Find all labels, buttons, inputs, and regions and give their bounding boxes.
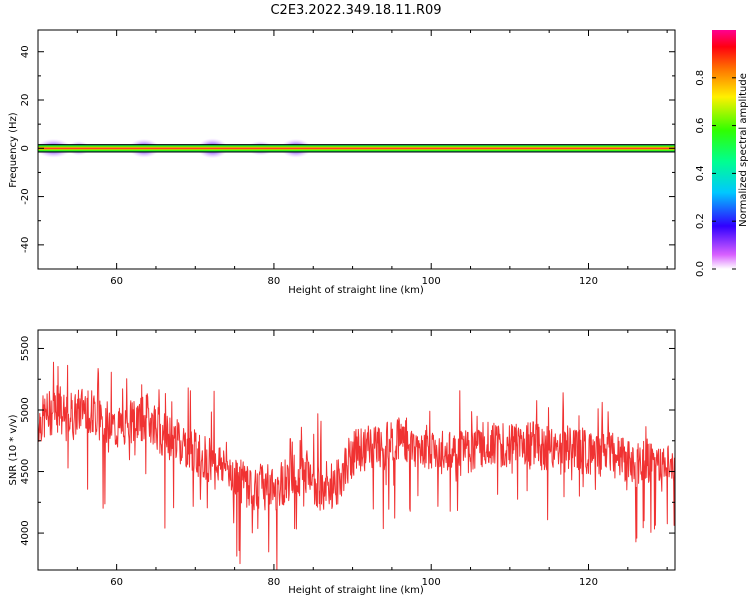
colorbar-gradient <box>712 30 736 269</box>
colorbar-tick-label: 0.6 <box>695 118 706 134</box>
spectrogram-frame <box>37 29 676 270</box>
snr-y-axis-label: SNR (10 * v/v) <box>8 414 19 485</box>
snr-x-tick-label: 60 <box>110 577 123 588</box>
colorbar-tick-label: 0.2 <box>695 213 706 229</box>
colorbar-ticks: 0.0 0.2 0.4 0.6 0.8 <box>695 70 736 277</box>
colorbar-tick-label: 0.0 <box>695 261 706 277</box>
colorbar-tick-label: 0.4 <box>695 165 706 181</box>
spectrogram-ticks: 60 80 100 120 40 20 0 -20 -40 <box>20 30 675 287</box>
spectrogram-y-axis-label: Frequency (Hz) <box>8 112 19 188</box>
spectrogram-y-tick-label: -20 <box>20 188 31 204</box>
spectrogram-x-tick-label: 60 <box>110 276 123 287</box>
spectrogram-x-tick-label: 80 <box>268 276 281 287</box>
snr-frame <box>37 329 676 571</box>
colorbar-label: Normalized spectral amplitude <box>738 73 749 227</box>
figure-title: C2E3.2022.349.18.11.R09 <box>270 3 441 18</box>
spectrogram-panel: 60 80 100 120 40 20 0 -20 -40 Height of straight… <box>8 29 676 296</box>
spectrogram-zero-band <box>38 144 675 152</box>
snr-x-tick-label: 120 <box>579 577 598 588</box>
snr-panel: 60 80 100 120 4000 4500 5000 5500 Height of str… <box>8 329 676 596</box>
snr-x-tick-label: 80 <box>268 577 281 588</box>
spectrogram-x-axis-label: Height of straight line (km) <box>288 285 424 296</box>
snr-y-tick-label: 4000 <box>20 520 31 545</box>
colorbar-tick-label: 0.8 <box>695 70 706 86</box>
snr-x-axis-label: Height of straight line (km) <box>288 585 424 596</box>
snr-y-tick-label: 5500 <box>20 336 31 361</box>
spectrogram-x-tick-label: 100 <box>422 276 441 287</box>
snr-series-line <box>38 361 675 570</box>
spectrogram-y-tick-label: -40 <box>20 237 31 253</box>
spectrogram-y-tick-label: 40 <box>20 45 31 58</box>
spectrogram-x-tick-label: 120 <box>579 276 598 287</box>
snr-x-tick-label: 100 <box>422 577 441 588</box>
spectrogram-y-tick-label: 20 <box>20 94 31 107</box>
spectrogram-y-tick-label: 0 <box>20 145 31 151</box>
snr-y-tick-label: 4500 <box>20 459 31 484</box>
colorbar: 0.0 0.2 0.4 0.6 0.8 Normalized spectral ampl… <box>695 30 749 277</box>
snr-y-tick-label: 5000 <box>20 397 31 422</box>
